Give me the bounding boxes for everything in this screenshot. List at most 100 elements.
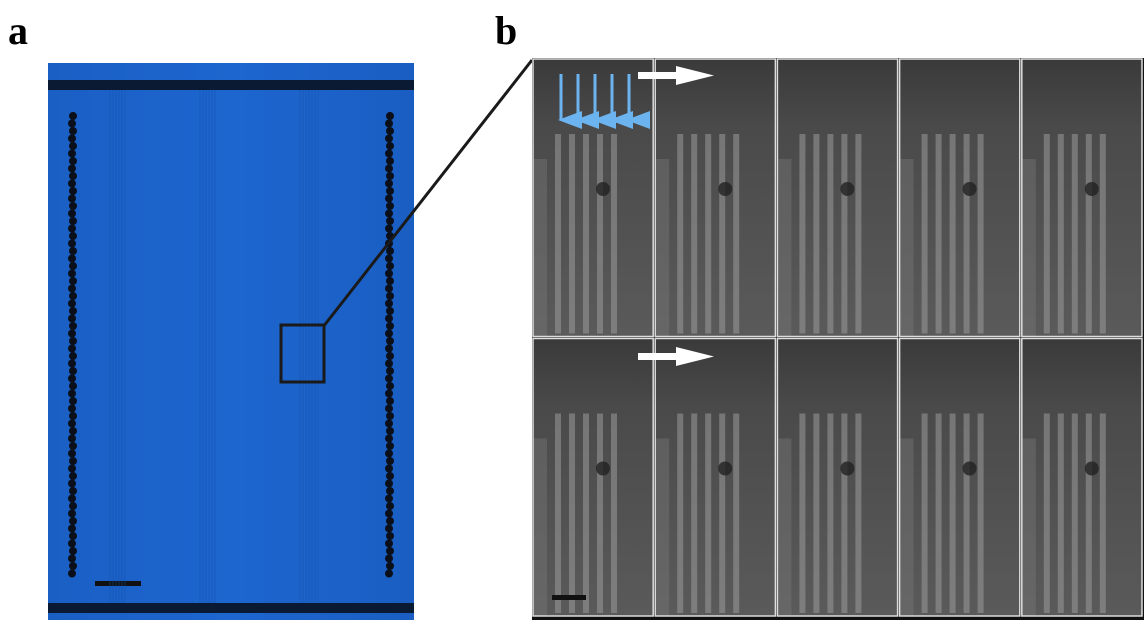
bead: [69, 532, 77, 540]
frame-image: [1022, 59, 1142, 337]
stream: [677, 134, 683, 334]
stream: [719, 414, 725, 614]
particle: [596, 182, 610, 196]
stream: [1058, 414, 1064, 614]
bead: [385, 525, 393, 533]
particle: [718, 182, 732, 196]
bead: [69, 202, 77, 210]
bead: [68, 360, 76, 368]
bead: [69, 187, 77, 195]
stream: [978, 414, 984, 614]
bead: [69, 142, 77, 150]
stream: [719, 134, 725, 334]
bead: [69, 337, 77, 345]
bright-edge: [655, 439, 669, 617]
bead: [69, 172, 77, 180]
bead: [385, 315, 393, 323]
move-arrow: [638, 72, 678, 79]
bead: [68, 345, 76, 353]
bead: [386, 307, 394, 315]
bead: [69, 367, 77, 375]
bead: [68, 525, 76, 533]
stream: [611, 134, 617, 334]
bead: [386, 397, 394, 405]
stream: [569, 134, 575, 334]
particle: [963, 182, 977, 196]
bead: [385, 180, 393, 188]
stream: [555, 134, 561, 334]
bead: [385, 495, 393, 503]
particle: [596, 462, 610, 476]
bead: [386, 202, 394, 210]
bead: [69, 502, 77, 510]
bead: [68, 180, 76, 188]
particle: [963, 462, 977, 476]
bead: [385, 375, 393, 383]
bead: [385, 435, 393, 443]
stream: [1044, 134, 1050, 334]
particle: [718, 462, 732, 476]
stream: [691, 414, 697, 614]
stream: [569, 414, 575, 614]
bead: [69, 457, 77, 465]
bead: [68, 150, 76, 158]
bead: [69, 157, 77, 165]
stream: [978, 134, 984, 334]
stream: [964, 414, 970, 614]
stream: [799, 134, 805, 334]
stream: [841, 134, 847, 334]
bead: [386, 337, 394, 345]
stream: [1072, 134, 1078, 334]
bead: [68, 420, 76, 428]
bead: [386, 187, 394, 195]
bead: [68, 195, 76, 203]
stream: [597, 414, 603, 614]
bead: [385, 150, 393, 158]
bright-edge: [777, 159, 791, 337]
stream: [855, 134, 861, 334]
bead: [69, 262, 77, 270]
bead: [69, 277, 77, 285]
bead: [68, 480, 76, 488]
bead: [385, 420, 393, 428]
bead: [385, 405, 393, 413]
bead: [69, 127, 77, 135]
bead: [68, 465, 76, 473]
stream: [555, 414, 561, 614]
stream: [950, 134, 956, 334]
bead: [386, 442, 394, 450]
frame-image: [900, 339, 1020, 617]
stream: [827, 414, 833, 614]
bead: [385, 270, 393, 278]
bead: [386, 292, 394, 300]
bead: [386, 112, 394, 120]
bright-edge: [533, 439, 547, 617]
bead: [385, 120, 393, 128]
bead: [69, 517, 77, 525]
frame-image: [777, 59, 897, 337]
bead: [69, 487, 77, 495]
bead: [69, 307, 77, 315]
bright-edge: [777, 439, 791, 617]
bead: [386, 517, 394, 525]
bead: [69, 247, 77, 255]
bead: [385, 465, 393, 473]
bead: [386, 142, 394, 150]
bead: [386, 427, 394, 435]
stream: [1086, 414, 1092, 614]
particle: [1085, 462, 1099, 476]
frame-image: [655, 339, 775, 617]
bead: [386, 322, 394, 330]
stream: [964, 134, 970, 334]
frame: [1022, 339, 1142, 617]
scale-bar: [552, 595, 586, 600]
panel-label: a: [8, 8, 28, 53]
bead: [68, 555, 76, 563]
bead: [69, 112, 77, 120]
stream: [936, 414, 942, 614]
page: a b (() => { const data = JSON.parse(doc…: [0, 0, 1144, 620]
stream: [1058, 134, 1064, 334]
bead: [385, 285, 393, 293]
bead: [386, 217, 394, 225]
stream: [583, 134, 589, 334]
